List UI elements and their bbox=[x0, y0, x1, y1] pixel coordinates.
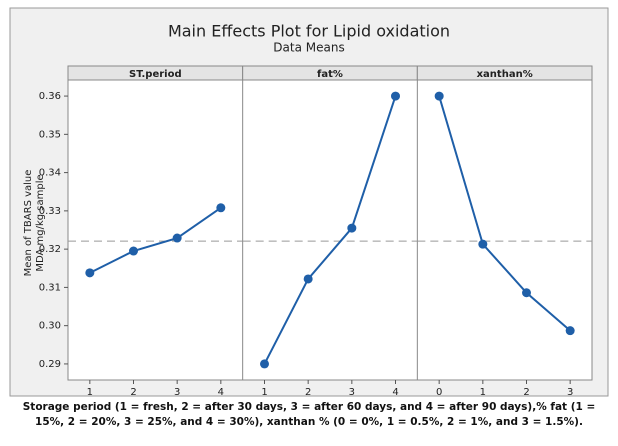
chart-title: Main Effects Plot for Lipid oxidation bbox=[168, 22, 450, 41]
effect-line bbox=[438, 95, 571, 332]
x-tick-label: 2 bbox=[305, 387, 311, 398]
x-tick-label: 2 bbox=[523, 387, 529, 398]
mean-point bbox=[260, 359, 269, 369]
y-tick-label: 0.31 bbox=[39, 282, 61, 293]
x-tick-label: 3 bbox=[349, 387, 355, 398]
panel-label: fat% bbox=[317, 69, 343, 80]
mean-point bbox=[522, 288, 531, 298]
x-tick-label: 3 bbox=[567, 387, 573, 398]
y-axis-label: MDA mg/kg sample bbox=[35, 174, 46, 271]
mean-point bbox=[303, 274, 313, 284]
mean-point bbox=[216, 203, 226, 213]
mean-point bbox=[565, 326, 575, 336]
y-axis-label: Mean of TBARS value bbox=[23, 170, 34, 277]
y-tick-label: 0.35 bbox=[39, 129, 61, 140]
chart: Main Effects Plot for Lipid oxidation Da… bbox=[9, 7, 609, 398]
chart-subtitle: Data Means bbox=[273, 41, 344, 55]
mean-point bbox=[391, 91, 400, 101]
mean-point bbox=[478, 239, 488, 249]
y-tick-label: 0.32 bbox=[39, 244, 61, 255]
x-tick-label: 1 bbox=[87, 387, 93, 398]
x-tick-label: 2 bbox=[130, 387, 136, 398]
effect-line bbox=[263, 95, 397, 365]
y-tick-label: 0.33 bbox=[39, 206, 61, 217]
plot-area bbox=[67, 65, 593, 381]
mean-point bbox=[434, 91, 444, 101]
caption: Storage period (1 = fresh, 2 = after 30 … bbox=[22, 401, 596, 428]
x-tick-label: 4 bbox=[218, 387, 224, 398]
x-tick-label: 3 bbox=[174, 387, 180, 398]
y-tick-label: 0.36 bbox=[39, 91, 61, 102]
x-tick-label: 4 bbox=[392, 387, 398, 398]
x-tick-label: 1 bbox=[261, 387, 267, 398]
panel-label: xanthan% bbox=[477, 69, 533, 80]
mean-point bbox=[347, 223, 357, 233]
y-tick-label: 0.34 bbox=[39, 168, 61, 179]
panel-strip bbox=[416, 65, 593, 81]
effect-line bbox=[89, 206, 222, 274]
panel-label: ST.period bbox=[129, 69, 182, 80]
mean-point bbox=[129, 246, 138, 256]
mean-point bbox=[172, 233, 182, 243]
y-tick-label: 0.30 bbox=[39, 321, 61, 332]
x-tick-label: 1 bbox=[480, 387, 486, 398]
x-tick-label: 0 bbox=[436, 387, 442, 398]
mean-point bbox=[85, 268, 95, 278]
y-tick-label: 0.29 bbox=[39, 359, 61, 370]
